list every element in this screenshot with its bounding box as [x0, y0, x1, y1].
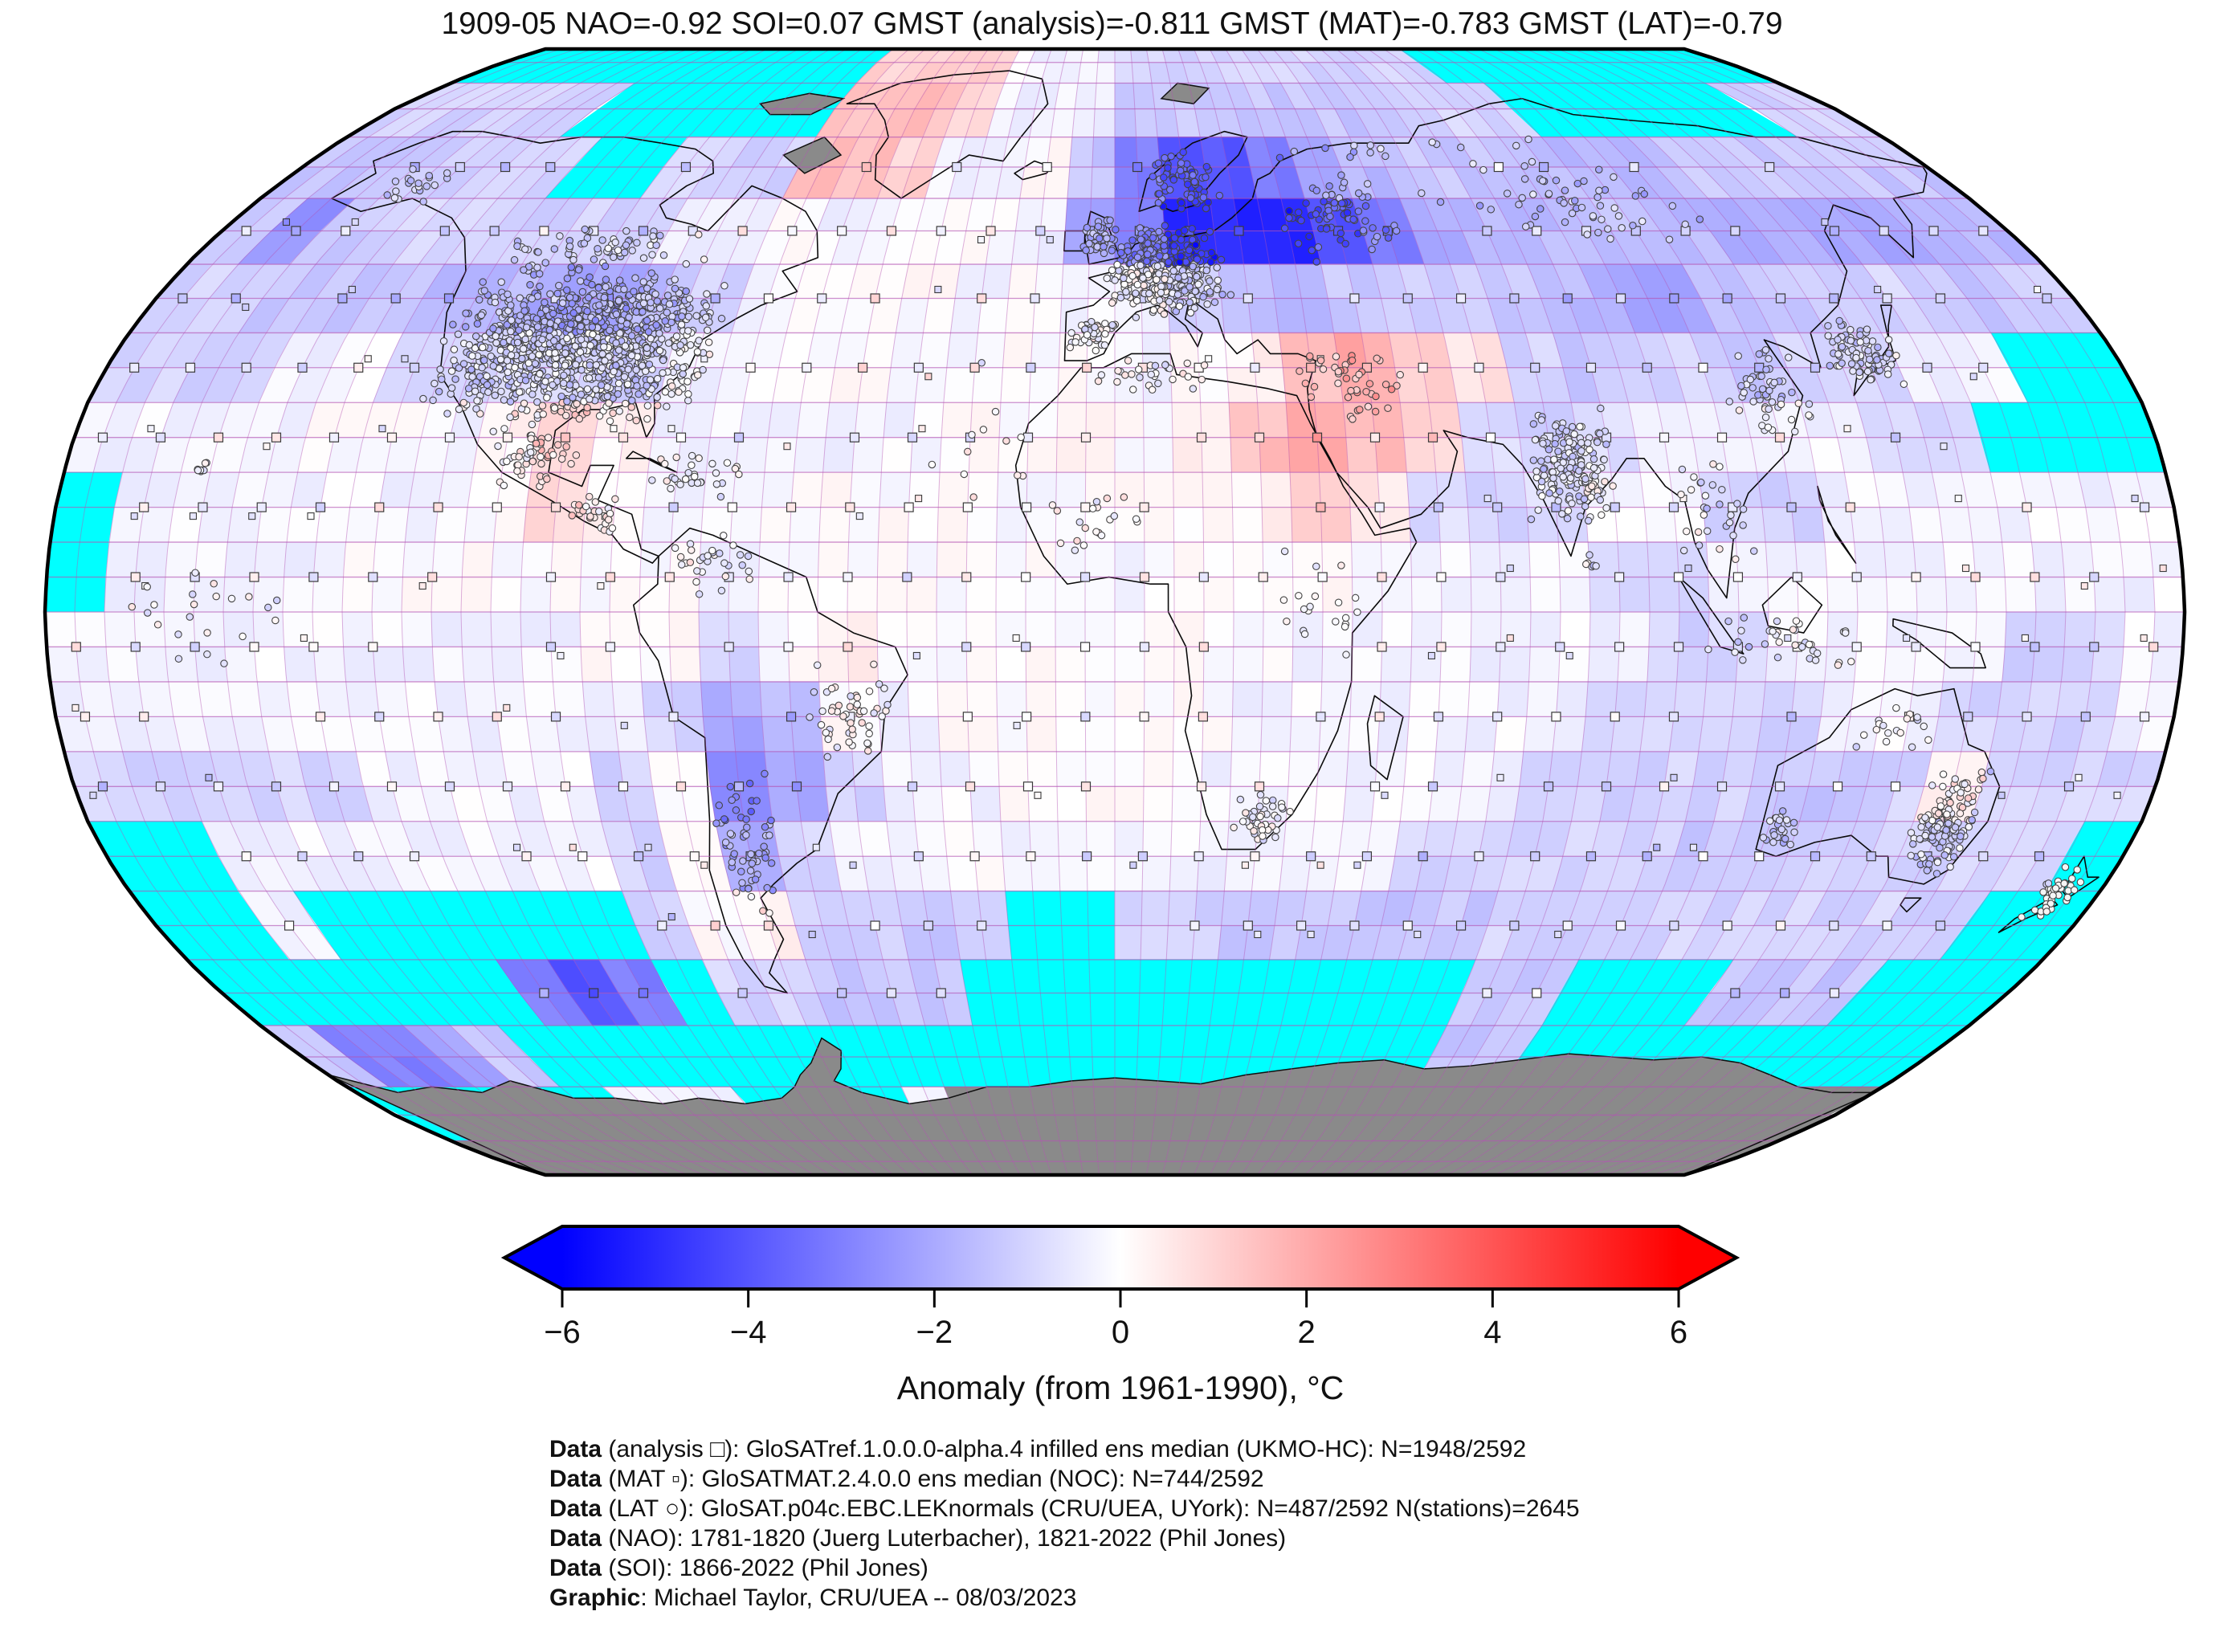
attribution: Data (analysis □): GloSATref.1.0.0.0-alp…: [549, 1434, 1580, 1613]
attribution-line: Data (MAT ▫): GloSATMAT.2.4.0.0 ens medi…: [549, 1466, 1264, 1492]
world-anomaly-map: [43, 47, 2187, 1177]
colorbar-gradient-bar: [500, 1225, 1740, 1291]
attribution-line: Data (NAO): 1781-1820 (Juerg Luterbacher…: [549, 1525, 1287, 1552]
attribution-line: Data (SOI): 1866-2022 (Phil Jones): [549, 1555, 928, 1581]
figure-title: 1909-05 NAO=-0.92 SOI=0.07 GMST (analysi…: [441, 6, 1783, 41]
colorbar-tick-label: 0: [1112, 1315, 1129, 1350]
colorbar-tick-label: 6: [1670, 1315, 1687, 1350]
mat-cell-markers: [71, 218, 2167, 939]
colorbar-tick-label: −4: [730, 1315, 767, 1350]
colorbar-tick-label: 4: [1483, 1315, 1501, 1350]
colorbar-ticks: −6 −4 −2 0 2 4 6: [544, 1289, 1687, 1350]
attribution-line: Data (LAT ○): GloSAT.p04c.EBC.LEKnormals…: [549, 1495, 1580, 1522]
colorbar: −6 −4 −2 0 2 4 6 Anomaly (from 1961-1990), °C: [500, 1225, 1740, 1406]
map-outline: [43, 47, 2187, 1177]
colorbar-tick-label: 2: [1298, 1315, 1316, 1350]
colorbar-tick-label: −6: [544, 1315, 581, 1350]
station-markers: [128, 135, 2085, 921]
attribution-line: Data (analysis □): GloSATref.1.0.0.0-alp…: [549, 1436, 1527, 1462]
attribution-line: Graphic: Michael Taylor, CRU/UEA -- 08/0…: [549, 1585, 1077, 1611]
colorbar-axis-label: Anomaly (from 1961-1990), °C: [897, 1369, 1344, 1406]
colorbar-tick-label: −2: [916, 1315, 953, 1350]
